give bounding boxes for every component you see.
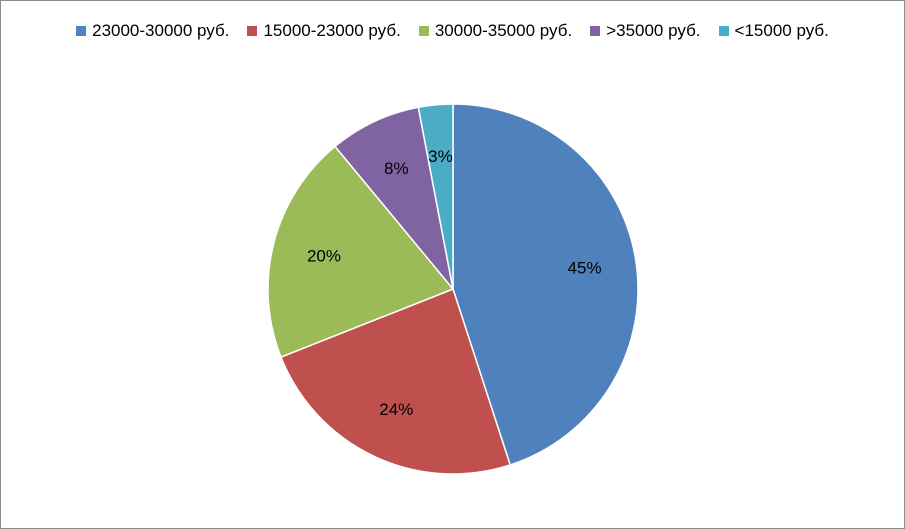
pie-slice-3 xyxy=(334,106,454,290)
pie-slice-4 xyxy=(417,103,454,290)
legend-item-15000-23000: 15000-23000 руб. xyxy=(247,21,401,41)
legend-swatch xyxy=(247,26,258,36)
legend-label: 15000-23000 руб. xyxy=(263,21,401,40)
legend-item-30000-35000: 30000-35000 руб. xyxy=(418,21,573,41)
legend-swatch xyxy=(718,26,729,36)
legend-swatch xyxy=(76,26,87,36)
data-label-4: 3% xyxy=(428,147,453,166)
pie-slice-0 xyxy=(452,103,639,466)
data-label-3: 8% xyxy=(384,159,409,178)
legend-item-23000-30000: 23000-30000 руб. xyxy=(76,21,229,41)
legend-label: 30000-35000 руб. xyxy=(434,21,573,40)
data-label-1: 24% xyxy=(379,400,413,419)
data-label-2: 20% xyxy=(307,246,341,265)
pie-slice-1 xyxy=(280,288,512,475)
legend-label: <15000 руб. xyxy=(734,21,829,40)
legend-label: 23000-30000 руб. xyxy=(92,21,230,40)
legend-label: >35000 руб. xyxy=(606,21,701,40)
legend-item-over-35000: >35000 руб. xyxy=(590,21,701,41)
legend-swatch xyxy=(590,26,601,36)
legend: 23000-30000 руб. 15000-23000 руб. 30000-… xyxy=(1,21,904,41)
legend-swatch xyxy=(418,26,429,36)
legend-item-under-15000: <15000 руб. xyxy=(718,21,829,41)
data-label-0: 45% xyxy=(568,259,602,278)
pie-slice-2 xyxy=(267,145,455,359)
